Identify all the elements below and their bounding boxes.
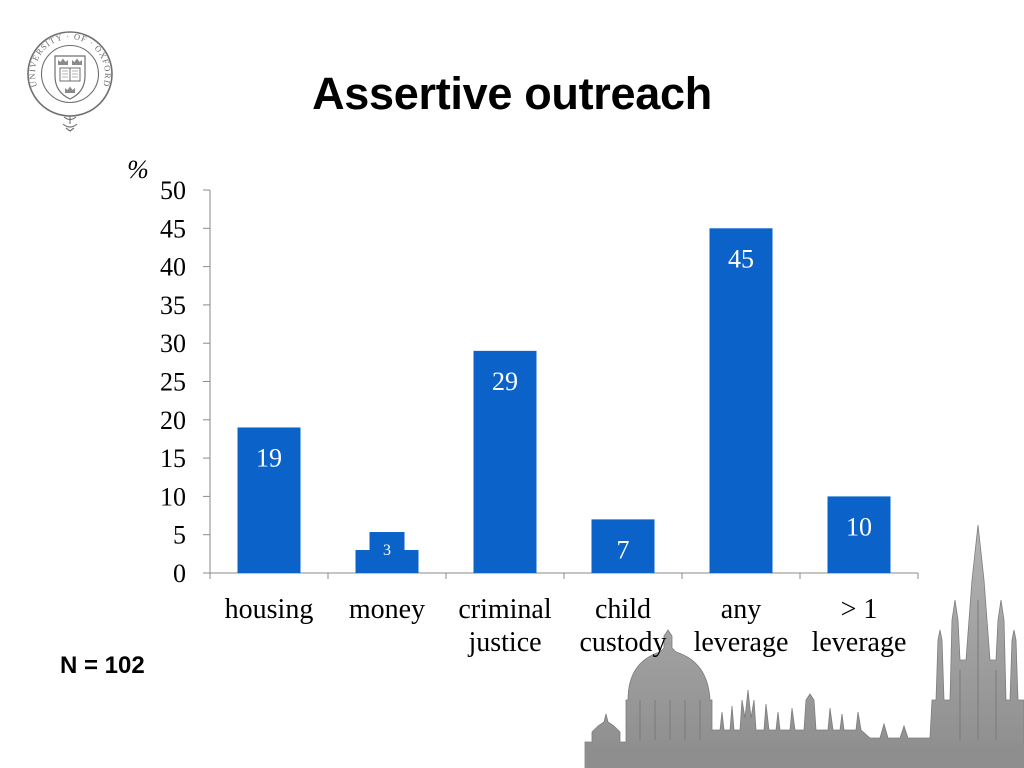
crown-icon — [72, 58, 82, 65]
y-tick-label: 15 — [160, 444, 186, 473]
y-tick-label: 20 — [160, 406, 186, 435]
y-tick-label: 50 — [160, 176, 186, 205]
data-label: 29 — [492, 367, 518, 396]
x-tick-label-line: leverage — [812, 627, 907, 658]
slide-title: Assertive outreach — [312, 68, 712, 119]
x-tick-label: child custody — [579, 594, 666, 658]
seal-inner-ring — [40, 44, 100, 104]
book-icon — [59, 67, 81, 82]
y-tick-label: 0 — [173, 559, 186, 588]
y-tick-label: 30 — [160, 329, 186, 358]
x-tick-label: housing — [225, 594, 314, 625]
sample-size-note: N = 102 — [60, 652, 145, 679]
bar — [827, 496, 891, 573]
x-tick-label: money — [349, 594, 425, 625]
skyline-base — [585, 745, 1024, 768]
y-tick-label: 5 — [173, 521, 186, 550]
x-tick-label-line: any — [721, 594, 761, 625]
x-tick-label: criminal justice — [458, 594, 552, 658]
data-label: 45 — [728, 244, 754, 273]
crown-icon — [58, 58, 68, 65]
x-tick-label-line: > 1 — [841, 594, 878, 625]
bar — [237, 427, 301, 573]
y-tick-label: 35 — [160, 291, 186, 320]
university-seal-logo: UNIVERSITY · OF · OXFORD — [24, 26, 116, 132]
data-label-box — [369, 532, 405, 559]
bar — [473, 350, 537, 573]
seal-icon: UNIVERSITY · OF · OXFORD — [27, 31, 113, 132]
city-skyline-image — [584, 524, 1024, 768]
y-tick-label: 40 — [160, 253, 186, 282]
bar-chart: % 0 5 10 15 20 25 30 35 40 45 50 19 housing 3 money 29 cr… — [127, 155, 919, 658]
data-label: 7 — [617, 535, 630, 564]
y-tick-label: 45 — [160, 214, 186, 243]
x-tick-label-line: money — [349, 594, 425, 625]
bar — [591, 519, 655, 573]
x-tick-label-line: justice — [467, 627, 541, 658]
x-tick-label: any leverage — [694, 594, 789, 658]
data-label: 10 — [846, 512, 872, 541]
x-tick-label-line: custody — [579, 627, 666, 658]
x-tick-label-line: leverage — [694, 627, 789, 658]
x-tick-label-line: criminal — [458, 594, 552, 625]
y-axis-label: % — [127, 155, 149, 184]
seal-ornament — [62, 116, 78, 132]
skyline-details — [639, 600, 997, 740]
x-tick-label: > 1 leverage — [812, 594, 907, 658]
y-tick-label: 10 — [160, 482, 186, 511]
data-label: 3 — [383, 542, 391, 559]
crown-icon — [65, 86, 75, 93]
skyline-silhouette — [584, 524, 1024, 768]
x-tick-label-line: child — [595, 594, 651, 625]
y-tick-label: 25 — [160, 368, 186, 397]
x-tick-label-line: housing — [225, 594, 314, 625]
data-label: 19 — [256, 443, 282, 472]
bar — [709, 228, 773, 574]
